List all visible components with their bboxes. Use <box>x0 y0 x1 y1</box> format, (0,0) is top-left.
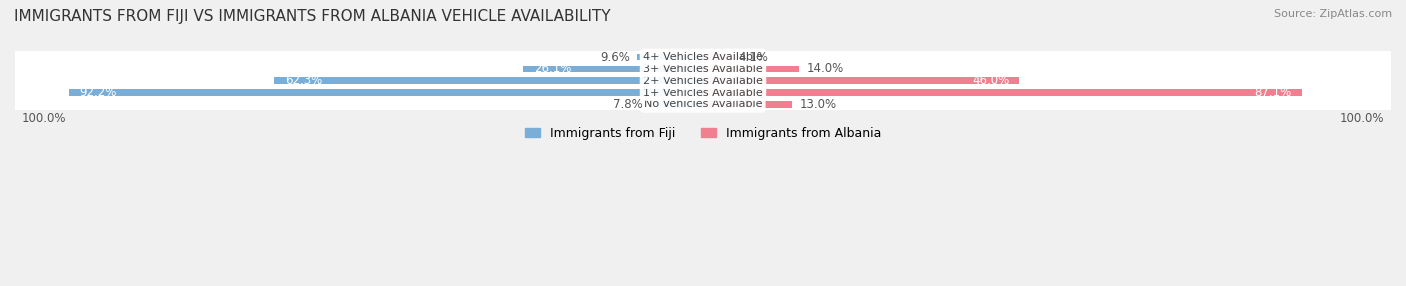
Bar <box>15 87 1391 98</box>
Bar <box>703 54 731 60</box>
Bar <box>15 75 1391 87</box>
Text: 4.1%: 4.1% <box>738 51 768 63</box>
Bar <box>15 98 1391 110</box>
Text: 13.0%: 13.0% <box>800 98 837 111</box>
Bar <box>15 63 1391 75</box>
Text: 100.0%: 100.0% <box>22 112 66 125</box>
Bar <box>523 65 703 72</box>
Text: 46.0%: 46.0% <box>972 74 1010 87</box>
Text: 9.6%: 9.6% <box>600 51 630 63</box>
Bar <box>703 89 1302 96</box>
Text: 7.8%: 7.8% <box>613 98 643 111</box>
Bar <box>703 65 800 72</box>
Bar <box>637 54 703 60</box>
Text: 2+ Vehicles Available: 2+ Vehicles Available <box>643 76 763 86</box>
Text: 100.0%: 100.0% <box>1340 112 1384 125</box>
Bar <box>650 101 703 108</box>
Bar <box>274 78 703 84</box>
Text: 3+ Vehicles Available: 3+ Vehicles Available <box>643 64 763 74</box>
Bar <box>69 89 703 96</box>
Text: Source: ZipAtlas.com: Source: ZipAtlas.com <box>1274 9 1392 19</box>
Legend: Immigrants from Fiji, Immigrants from Albania: Immigrants from Fiji, Immigrants from Al… <box>520 122 886 145</box>
Text: 62.3%: 62.3% <box>284 74 322 87</box>
Text: 92.2%: 92.2% <box>79 86 117 99</box>
Text: 4+ Vehicles Available: 4+ Vehicles Available <box>643 52 763 62</box>
Bar <box>703 101 793 108</box>
Text: 87.1%: 87.1% <box>1254 86 1292 99</box>
Text: 1+ Vehicles Available: 1+ Vehicles Available <box>643 88 763 98</box>
Bar <box>15 51 1391 63</box>
Bar <box>703 78 1019 84</box>
Text: 14.0%: 14.0% <box>806 62 844 76</box>
Text: IMMIGRANTS FROM FIJI VS IMMIGRANTS FROM ALBANIA VEHICLE AVAILABILITY: IMMIGRANTS FROM FIJI VS IMMIGRANTS FROM … <box>14 9 610 23</box>
Text: No Vehicles Available: No Vehicles Available <box>644 100 762 110</box>
Text: 26.1%: 26.1% <box>534 62 571 76</box>
